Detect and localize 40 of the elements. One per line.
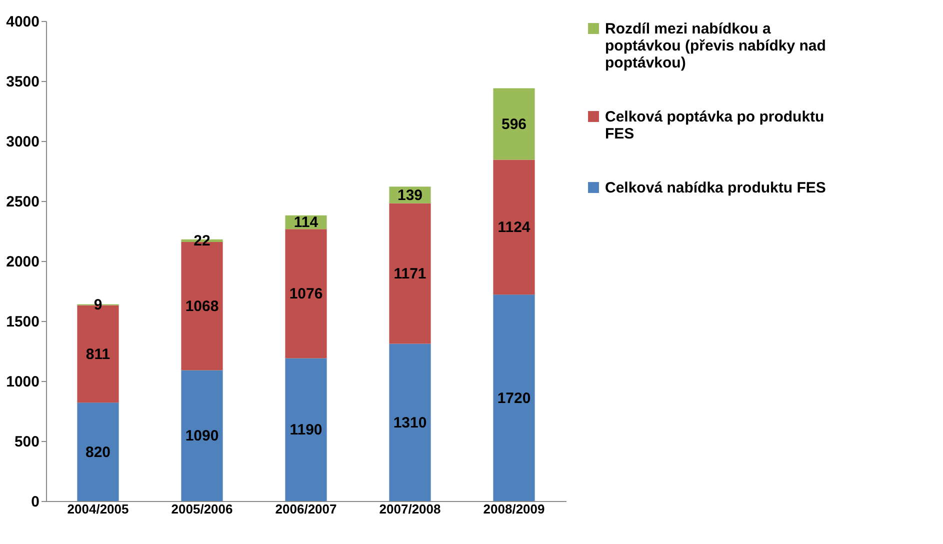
legend-label: Celková poptávka po produktu FES [605,108,824,142]
bar [77,402,119,501]
data-label: 114 [294,214,319,232]
data-label: 22 [194,232,210,250]
x-tick-label: 2004/2005 [67,502,129,516]
legend-label: Rozdíl mezi nabídkou a poptávkou (převis nabídky nad poptávkou) [605,20,826,72]
data-label: 1171 [394,266,426,283]
x-tick-label: 2007/2008 [379,502,441,516]
bar [285,358,327,501]
data-label: 1090 [185,428,219,445]
x-tick-label: 2006/2007 [275,502,337,516]
data-label: 1076 [289,286,323,303]
bar [285,229,327,358]
data-label: 1720 [497,390,531,407]
data-label: 596 [501,116,527,133]
data-label: 139 [397,186,423,204]
data-label: 811 [86,346,110,363]
y-tick-label: 1000 [6,374,40,390]
bar [389,203,431,344]
bar [181,370,223,501]
x-tick-label: 2008/2009 [483,502,545,516]
y-tick-label: 2500 [6,194,40,210]
data-label: 1310 [393,414,427,432]
data-label: 1190 [290,422,322,439]
data-label: 820 [85,444,111,461]
data-label: 1124 [498,219,531,236]
y-tick-label: 3000 [6,134,40,150]
y-tick-label: 0 [31,494,40,510]
bar [493,88,535,160]
y-tick-label: 500 [14,434,40,450]
legend-label: Celková nabídka produktu FES [605,180,826,196]
y-tick-label: 4000 [6,14,40,30]
x-tick-label: 2005/2006 [171,502,233,516]
data-label: 1068 [185,298,219,316]
y-tick-label: 3500 [6,74,40,90]
y-tick-label: 2000 [6,254,40,270]
y-tick-label: 1500 [6,314,40,330]
bar [493,160,535,295]
bar [389,344,431,501]
bar [493,294,535,501]
